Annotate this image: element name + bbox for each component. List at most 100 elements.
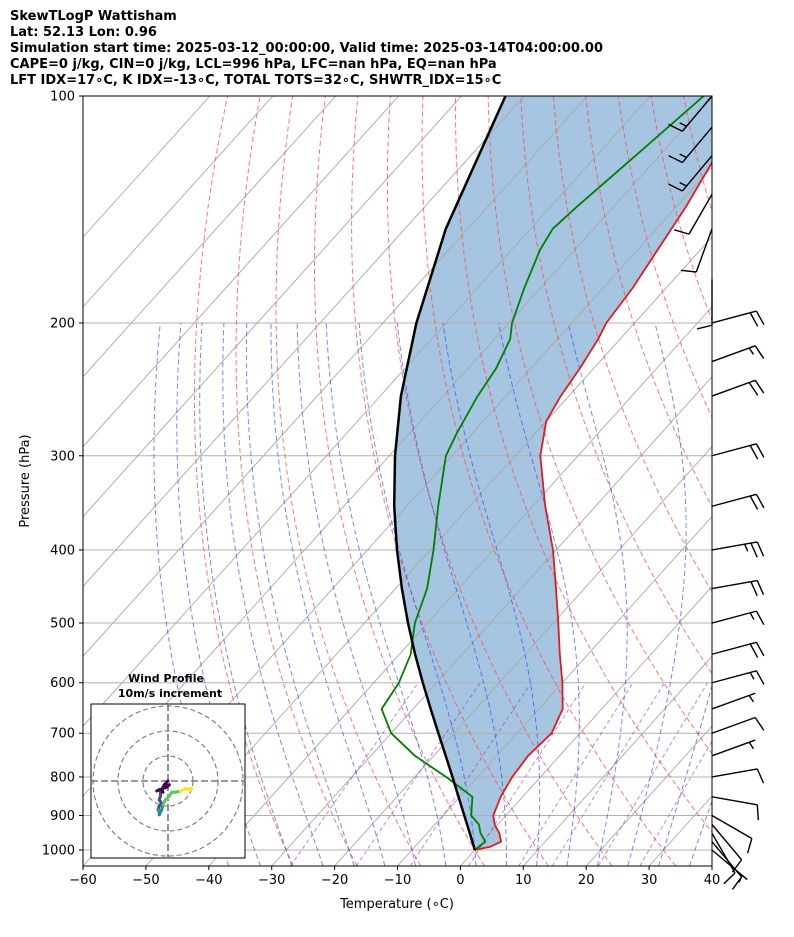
wind-barb-staff [681, 155, 713, 192]
y-tick-label: 200 [50, 316, 75, 331]
wind-barb-half-flag [679, 122, 687, 127]
moist-adiabat-line [567, 322, 628, 866]
wind-barb-flag [755, 670, 765, 685]
dry-adiabat-line [194, 96, 294, 866]
wind-barb-half-flag [679, 181, 687, 187]
isotherm-line [83, 96, 274, 308]
skewed-isotherms [83, 96, 712, 866]
wind-barb-staff [711, 692, 756, 710]
moist-adiabat-line [658, 683, 712, 866]
isotherm-line [711, 865, 712, 866]
wind-barb-half-flag [749, 612, 755, 620]
y-axis-label: Pressure (hPa) [18, 434, 33, 527]
mixing-ratio-lines [290, 682, 712, 866]
y-tick-label: 600 [50, 676, 75, 691]
x-axis-label: Temperature (∘C) [339, 897, 454, 912]
wind-barb-staff [695, 228, 713, 273]
x-tick-label: 30 [641, 873, 658, 888]
isotherm-line [271, 376, 712, 866]
y-tick-label: 100 [50, 90, 75, 105]
parcel-profile-line [392, 96, 507, 851]
y-tick-label: 400 [50, 543, 75, 558]
x-tick-label: 40 [704, 873, 721, 888]
moist-adiabat-line [442, 322, 541, 866]
title-line: SkewTLogP Wattisham [10, 9, 177, 24]
chart-header: SkewTLogP Wattisham Lat: 52.13 Lon: 0.96… [10, 9, 603, 89]
index-line: LFT IDX=17∘C, K IDX=-13∘C, TOTAL TOTS=32… [10, 73, 502, 88]
x-tick-label: −10 [384, 873, 411, 888]
dry-adiabat-line [781, 96, 794, 866]
isotherm-line [83, 96, 588, 658]
wind-barb-staff [711, 610, 757, 624]
wind-barb-staff [711, 541, 758, 551]
wind-barb-staff [711, 641, 757, 655]
wind-barb-staff [711, 824, 743, 861]
wind-barb-flag [756, 580, 765, 595]
isotherm-line [397, 515, 712, 866]
inset-contents [91, 704, 245, 858]
wind-barb-flag [750, 542, 758, 558]
wind-barb-flag [755, 642, 765, 657]
moist-adiabat-line [396, 322, 507, 866]
dry-adiabat-line [313, 96, 485, 866]
wind-barb-flag [754, 717, 765, 731]
wind-barb-flag [749, 445, 759, 460]
wind-barb-staff [711, 796, 758, 806]
wind-barb-flag [749, 643, 759, 658]
isotherm-line [460, 585, 712, 866]
y-tick-label: 1000 [42, 844, 75, 859]
y-tick-label: 800 [50, 770, 75, 785]
dry-adiabat-line [585, 96, 712, 508]
wind-barb-flag [754, 345, 765, 360]
wind-barb-flag [696, 324, 713, 330]
wind-barb-flag [754, 379, 765, 394]
dry-adiabat-line [520, 96, 712, 675]
x-tick-label: 20 [578, 873, 595, 888]
wind-barb-staff [711, 670, 757, 684]
wind-profile-inset: Wind Profile 10m/s increment [90, 672, 246, 859]
wind-barb-staff [711, 832, 736, 874]
mixing-ratio-line [468, 682, 587, 866]
wind-barb-staff [688, 193, 713, 235]
moist-adiabat-line [325, 322, 447, 866]
cape-cin-shading [394, 96, 712, 850]
inset-subtitle: 10m/s increment [118, 687, 222, 700]
mixing-ratio-line [518, 682, 634, 866]
moist-adiabat-line [222, 322, 324, 866]
hodograph-segment [185, 787, 194, 792]
inset-title: Wind Profile [128, 672, 204, 685]
mixing-ratio-line [597, 682, 709, 866]
x-tick-label: 10 [515, 873, 532, 888]
wind-barb-half-flag [748, 741, 755, 750]
wind-barb-flag [668, 154, 683, 164]
dry-adiabat-line [421, 96, 677, 866]
isotherm-line [83, 96, 399, 448]
y-tick-label: 900 [50, 809, 75, 824]
moist-adiabat-line [270, 323, 386, 866]
isotherm-line [83, 96, 337, 378]
y-tick-label: 500 [50, 617, 75, 632]
wind-barb-staff [681, 95, 713, 132]
wind-barb-staff [711, 443, 757, 457]
isotherm-line [208, 306, 712, 866]
isotherm-line [83, 96, 651, 727]
x-tick-label: −50 [132, 873, 159, 888]
isotherm-line [83, 96, 462, 518]
moist-adiabat-line [358, 322, 477, 866]
wind-barb-flag [723, 872, 736, 885]
wind-barb-half-flag [749, 672, 755, 680]
x-tick-label: −60 [69, 873, 96, 888]
hodograph-segment [160, 788, 165, 794]
dewpoint-profile-line [380, 96, 705, 851]
isotherm-line [522, 655, 712, 866]
wind-barb-staff [711, 739, 756, 757]
mixing-ratio-line [290, 682, 419, 866]
wind-barb-flag [673, 229, 690, 235]
wind-barb-flag [749, 495, 759, 510]
axes: −60 −50 −40 −30 −20 −10 0 10 20 30 40 1000 900 800 700… [42, 90, 720, 889]
wind-barb-flag [756, 541, 765, 557]
moist-adiabat-line [199, 322, 293, 866]
cin-shading-area [394, 96, 712, 850]
wind-barb-flag [731, 859, 743, 873]
cape-line: CAPE=0 j/kg, CIN=0 j/kg, LCL=996 hPa, LF… [10, 57, 497, 72]
